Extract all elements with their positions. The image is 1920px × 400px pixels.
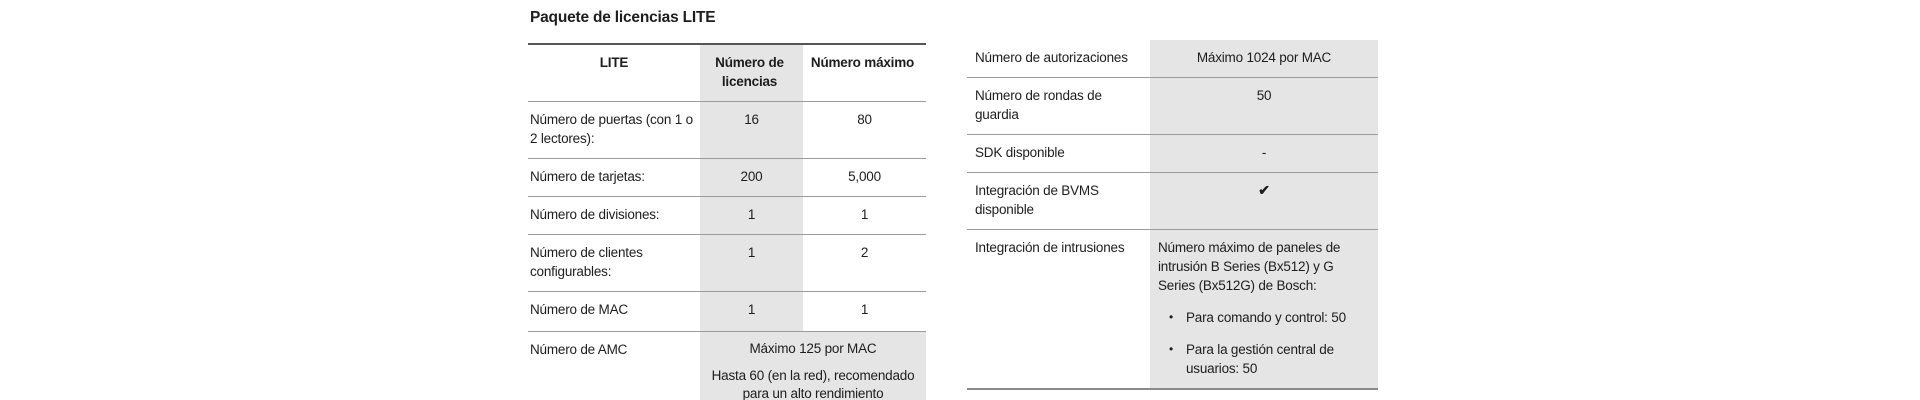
cell-num-maximo: 5,000 [848, 169, 881, 184]
lite-license-table-continued: Número de autorizaciones Máximo 1024 por… [967, 40, 1378, 390]
table-row: Número de autorizaciones Máximo 1024 por… [967, 40, 1378, 78]
table-row: Integración de intrusiones Número máximo… [967, 230, 1378, 390]
row-label: Número de tarjetas: [530, 169, 645, 184]
cell-num-licencias: 200 [700, 159, 803, 196]
table-row: Número de AMC Máximo 125 por MAC Hasta 6… [528, 332, 926, 400]
cell-intrusion-value: Número máximo de paneles de intrusión B … [1150, 230, 1378, 388]
amc-value-line2: Hasta 60 (en la red), recomendado para u… [711, 368, 915, 400]
table-row: Número de tarjetas: 200 5,000 [528, 159, 926, 197]
cell-amc-value: Máximo 125 por MAC Hasta 60 (en la red),… [700, 332, 926, 400]
row-label: Número de rondas de guardia [975, 88, 1102, 122]
table-row: Integración de BVMS disponible ✔ [967, 173, 1378, 230]
list-item: • Para comando y control: 50 [1158, 308, 1368, 327]
cell-num-maximo: 2 [860, 245, 869, 260]
table-row: SDK disponible - [967, 135, 1378, 173]
lite-license-table: LITE Número de licencias Número máximo N… [528, 43, 926, 400]
bullet-icon: • [1169, 310, 1174, 324]
table-row: Número de clientes configurables: 1 2 [528, 235, 926, 292]
column-header-lite: LITE [599, 55, 629, 70]
cell-value: 50 [1150, 78, 1378, 134]
row-label: Integración de BVMS disponible [975, 183, 1099, 217]
cell-value: Máximo 1024 por MAC [1150, 40, 1378, 77]
table-row: Número de puertas (con 1 o 2 lectores): … [528, 102, 926, 159]
column-header-num-licencias: Número de licencias [700, 45, 803, 101]
cell-num-licencias: 1 [700, 292, 803, 331]
intrusion-intro-text: Número máximo de paneles de intrusión B … [1158, 240, 1341, 293]
page-title: Paquete de licencias LITE [530, 9, 716, 26]
table-header-row: LITE Número de licencias Número máximo [528, 45, 926, 102]
row-label: Número de puertas (con 1 o 2 lectores): [530, 112, 693, 146]
row-label: Número de autorizaciones [975, 50, 1128, 65]
amc-value-line1: Máximo 125 por MAC [749, 341, 877, 356]
row-label: Número de clientes configurables: [530, 245, 643, 279]
bullet-text: Para comando y control: 50 [1186, 310, 1346, 325]
cell-num-maximo: 1 [860, 207, 869, 222]
row-label: Número de MAC [530, 302, 628, 317]
table-row: Número de divisiones: 1 1 [528, 197, 926, 235]
list-item: • Para la gestión central de usuarios: 5… [1158, 340, 1368, 378]
row-label: Integración de intrusiones [975, 240, 1125, 255]
bullet-text: Para la gestión central de usuarios: 50 [1186, 342, 1334, 376]
row-label: Número de divisiones: [530, 207, 660, 222]
cell-value: - [1150, 135, 1378, 172]
cell-value: ✔ [1150, 173, 1378, 229]
cell-num-licencias: 1 [700, 235, 803, 291]
row-label: Número de AMC [530, 342, 628, 357]
cell-num-maximo: 1 [860, 302, 869, 317]
bullet-icon: • [1169, 342, 1174, 356]
cell-num-maximo: 80 [857, 112, 872, 127]
cell-num-licencias: 1 [700, 197, 803, 234]
cell-num-licencias: 16 [700, 102, 803, 158]
table-row: Número de MAC 1 1 [528, 292, 926, 332]
check-icon: ✔ [1258, 182, 1270, 198]
column-header-num-maximo: Número máximo [810, 55, 915, 70]
table-row: Número de rondas de guardia 50 [967, 78, 1378, 135]
row-label: SDK disponible [975, 145, 1065, 160]
